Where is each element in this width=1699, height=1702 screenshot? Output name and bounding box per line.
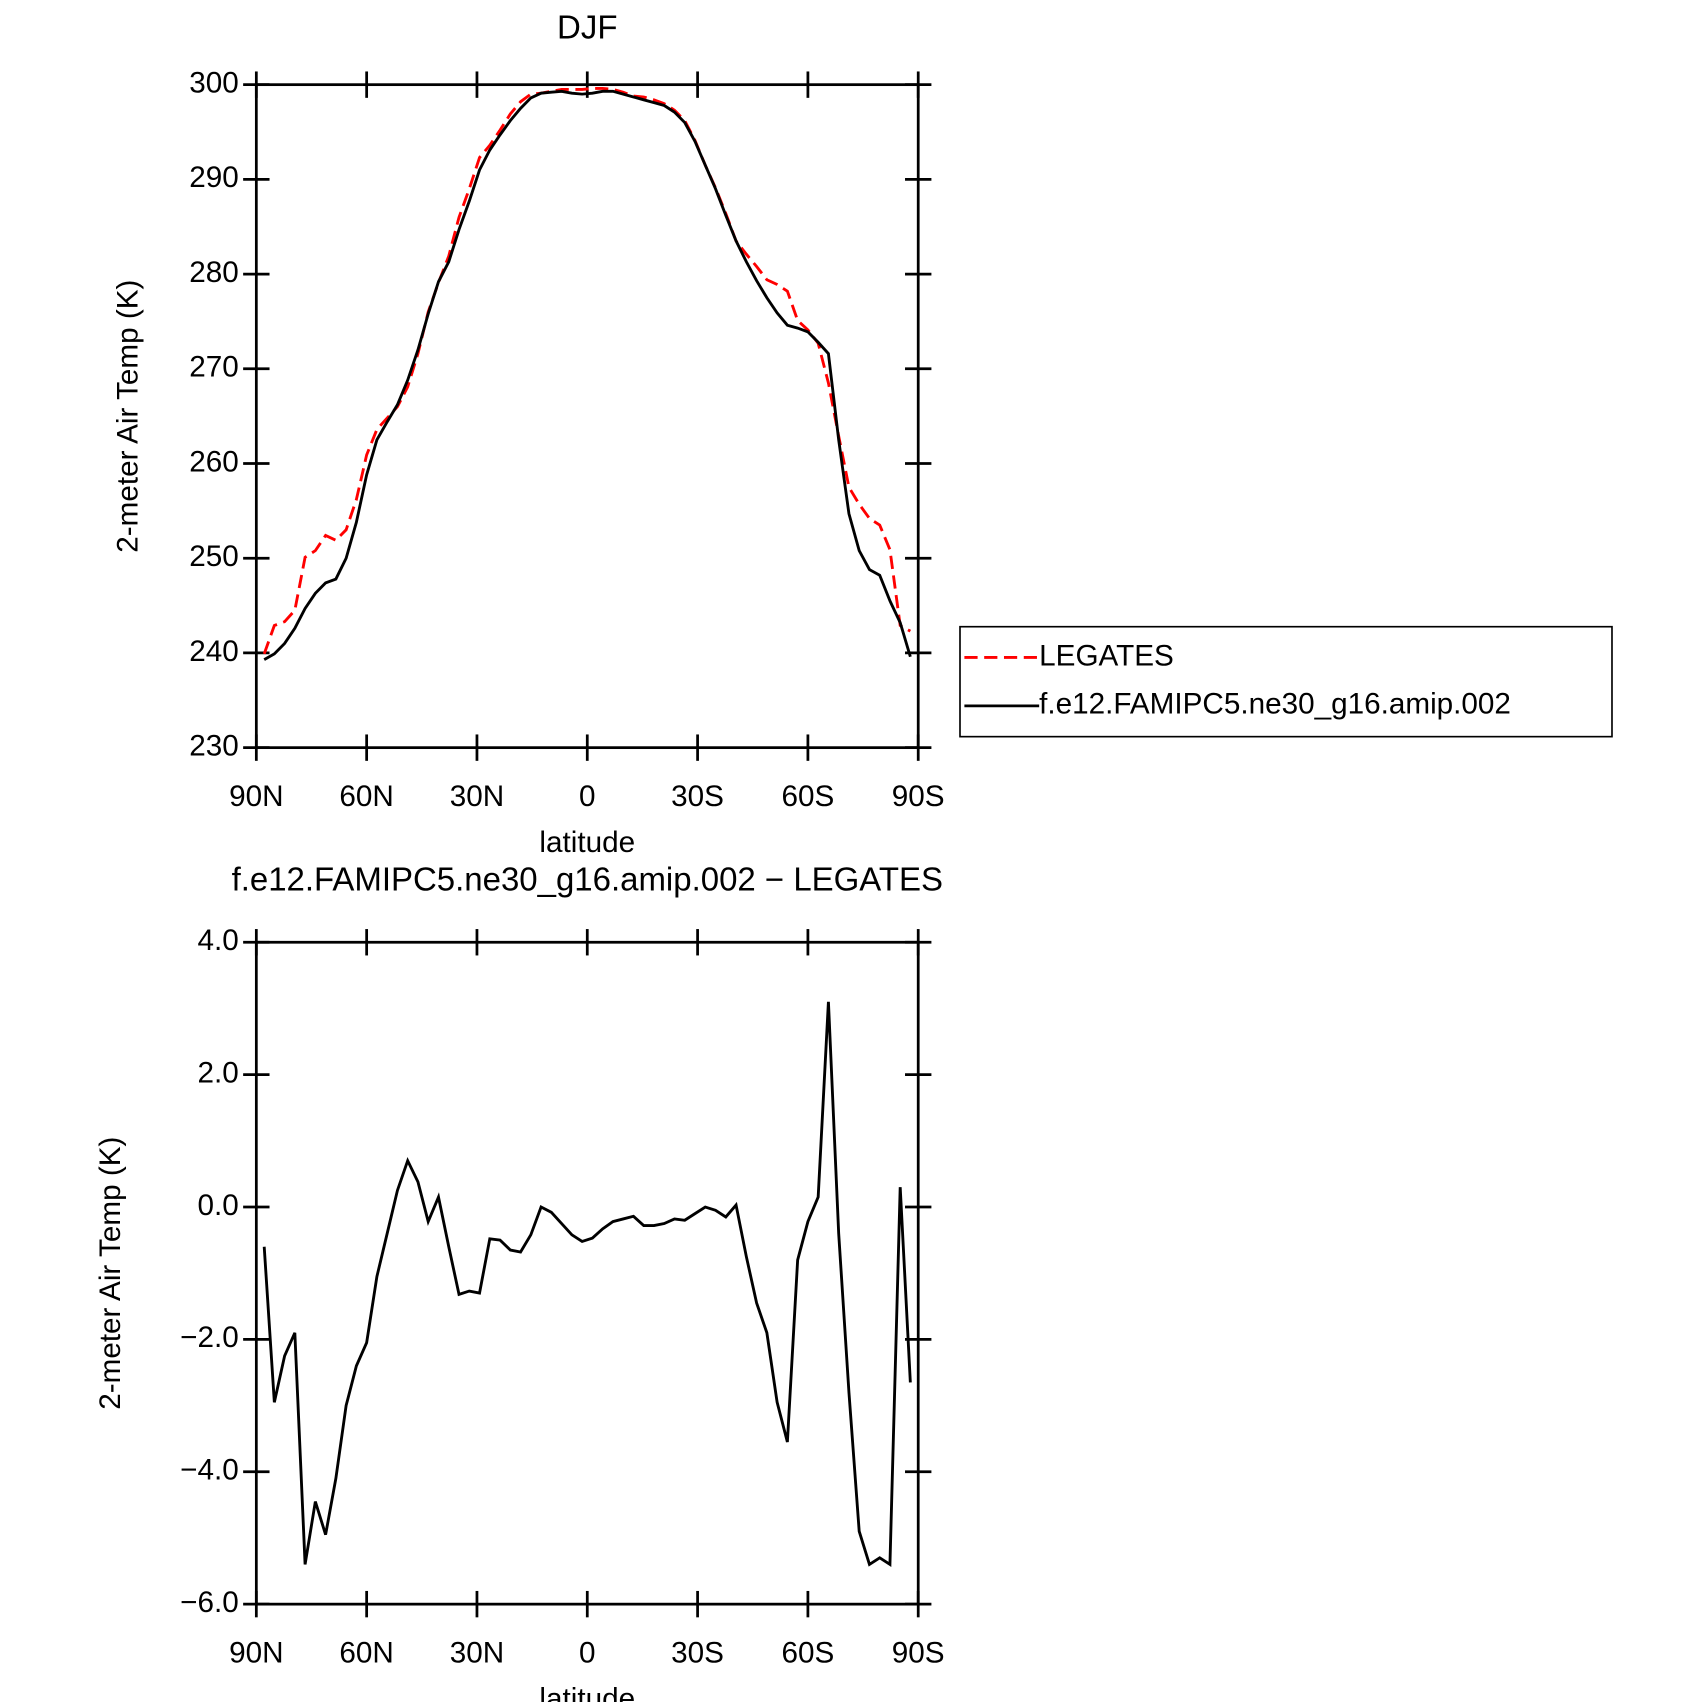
data-line xyxy=(262,1001,912,1568)
y-tick-label: 230 xyxy=(189,729,239,762)
y-tick-label: 240 xyxy=(189,635,239,668)
y-tick-label: −4.0 xyxy=(180,1454,239,1487)
y-tick-label: −2.0 xyxy=(180,1321,239,1354)
x-tick-label: 60N xyxy=(339,1637,393,1670)
legend-box xyxy=(959,625,1613,738)
x-tick-label: 90S xyxy=(892,780,945,813)
plot-frame xyxy=(254,83,920,750)
y-tick-label: 2.0 xyxy=(197,1056,238,1089)
y-axis-label: 2-meter Air Temp (K) xyxy=(112,280,145,553)
y-tick-label: 0.0 xyxy=(197,1189,238,1222)
x-tick-label: 30N xyxy=(450,780,504,813)
legend-label: f.e12.FAMIPC5.ne30_g16.amip.002 xyxy=(1039,688,1511,721)
data-line xyxy=(262,87,912,655)
y-tick-label: 290 xyxy=(189,161,239,194)
data-line xyxy=(263,89,912,661)
x-axis-label: latitude xyxy=(539,1683,635,1702)
x-axis-label: latitude xyxy=(539,826,635,859)
y-tick-label: 250 xyxy=(189,540,239,573)
legend-label: LEGATES xyxy=(1039,639,1174,672)
y-tick-label: 4.0 xyxy=(197,924,238,957)
x-tick-label: 90N xyxy=(229,780,283,813)
chart-title: f.e12.FAMIPC5.ne30_g16.amip.002 − LEGATE… xyxy=(232,861,943,898)
x-tick-label: 30N xyxy=(450,1637,504,1670)
x-tick-label: 60N xyxy=(339,780,393,813)
y-tick-label: 280 xyxy=(189,256,239,289)
y-axis-label: 2-meter Air Temp (K) xyxy=(94,1137,127,1410)
y-tick-label: 260 xyxy=(189,445,239,478)
x-tick-label: 0 xyxy=(579,780,596,813)
plot-frame xyxy=(254,940,920,1606)
x-tick-label: 30S xyxy=(671,1637,724,1670)
y-tick-label: −6.0 xyxy=(180,1586,239,1619)
x-tick-label: 60S xyxy=(782,1637,835,1670)
x-tick-label: 60S xyxy=(782,780,835,813)
x-tick-label: 30S xyxy=(671,780,724,813)
y-tick-label: 270 xyxy=(189,351,239,384)
x-tick-label: 90N xyxy=(229,1637,283,1670)
chart-title: DJF xyxy=(557,8,617,45)
x-tick-label: 0 xyxy=(579,1637,596,1670)
y-tick-label: 300 xyxy=(189,67,239,100)
x-tick-label: 90S xyxy=(892,1637,945,1670)
